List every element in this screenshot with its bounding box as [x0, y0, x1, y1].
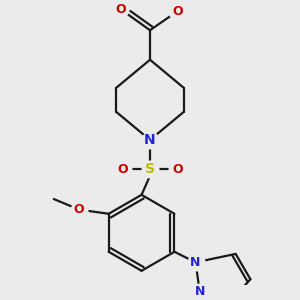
Text: S: S: [145, 163, 155, 176]
Text: N: N: [190, 256, 201, 269]
Text: O: O: [115, 3, 126, 16]
Text: N: N: [144, 133, 156, 147]
Text: O: O: [74, 203, 84, 216]
Text: O: O: [172, 5, 183, 18]
Text: N: N: [195, 285, 205, 298]
Text: O: O: [172, 163, 183, 176]
Text: O: O: [117, 163, 128, 176]
